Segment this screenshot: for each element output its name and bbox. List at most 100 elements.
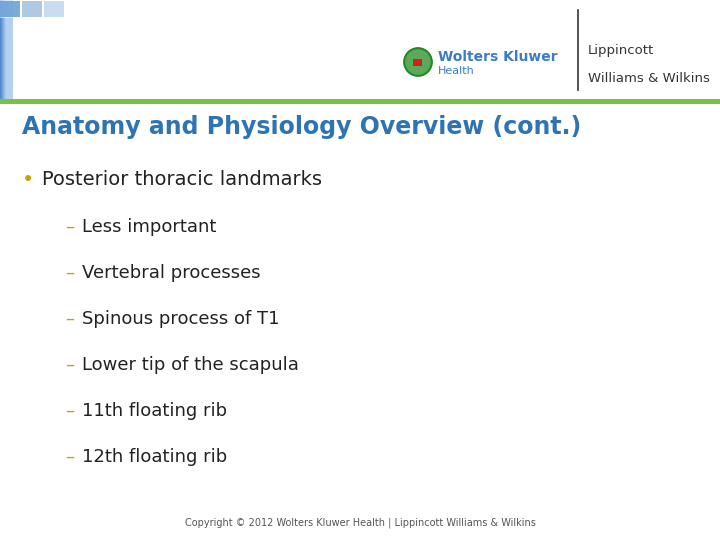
Bar — [4, 0, 11, 18]
Text: Spinous process of T1: Spinous process of T1 — [82, 310, 279, 328]
Bar — [2, 18, 9, 100]
Circle shape — [404, 48, 432, 76]
Bar — [0, 0, 7, 18]
Bar — [3, 0, 10, 18]
Bar — [4, 0, 12, 18]
Bar — [1, 18, 7, 100]
Bar — [5, 18, 12, 100]
Bar — [6, 18, 13, 100]
Bar — [3, 0, 10, 18]
Bar — [1, 18, 7, 100]
Text: Copyright © 2012 Wolters Kluwer Health | Lippincott Williams & Wilkins: Copyright © 2012 Wolters Kluwer Health |… — [184, 517, 536, 528]
Bar — [2, 18, 9, 100]
Bar — [3, 18, 10, 100]
Bar — [1, 0, 8, 18]
Bar — [0, 0, 7, 18]
Bar — [3, 18, 10, 100]
Bar — [6, 18, 12, 100]
Bar — [6, 18, 13, 100]
Bar — [0, 18, 7, 100]
Bar — [3, 18, 9, 100]
Bar — [4, 0, 12, 18]
Bar — [1, 18, 9, 100]
Bar — [0, 0, 7, 18]
Bar — [6, 0, 13, 18]
Bar — [0, 1, 20, 17]
Bar — [4, 18, 10, 100]
Bar — [2, 18, 9, 100]
Bar — [2, 0, 9, 18]
Bar — [2, 0, 9, 18]
Bar — [4, 0, 12, 18]
Bar — [3, 0, 10, 18]
Bar — [5, 18, 12, 100]
Bar — [5, 18, 12, 100]
Bar — [1, 0, 8, 18]
Bar — [2, 18, 9, 100]
Bar — [1, 18, 9, 100]
Bar — [1, 18, 8, 100]
Text: Lippincott: Lippincott — [588, 44, 654, 57]
Bar — [6, 18, 13, 100]
Bar — [2, 18, 9, 100]
Text: •: • — [22, 170, 34, 190]
Bar — [4, 0, 12, 18]
Bar — [5, 18, 12, 100]
Bar — [4, 18, 11, 100]
Bar — [1, 18, 9, 100]
Bar — [5, 0, 12, 18]
Bar — [3, 0, 9, 18]
Bar — [6, 0, 13, 18]
Bar — [2, 0, 9, 18]
Bar — [2, 0, 9, 18]
Bar — [0, 0, 7, 18]
Bar — [5, 18, 12, 100]
Bar — [4, 0, 11, 18]
Bar — [0, 18, 7, 100]
Bar — [5, 0, 12, 18]
Bar — [4, 0, 11, 18]
Bar — [4, 18, 11, 100]
Bar — [2, 0, 9, 18]
Bar — [4, 18, 12, 100]
Bar — [1, 18, 9, 100]
Bar — [2, 0, 9, 18]
Bar — [6, 18, 13, 100]
Bar — [2, 18, 9, 100]
Bar — [4, 18, 12, 100]
Text: –: – — [66, 402, 74, 420]
Bar — [6, 0, 12, 18]
Bar — [4, 18, 10, 100]
Bar — [1, 0, 8, 18]
Bar — [4, 0, 11, 18]
Bar — [5, 18, 12, 100]
Bar — [6, 18, 12, 100]
Bar — [1, 0, 9, 18]
Bar — [4, 0, 11, 18]
Bar — [4, 0, 11, 18]
Bar — [2, 0, 9, 18]
Bar — [3, 0, 10, 18]
Bar — [4, 0, 11, 18]
Bar — [1, 0, 9, 18]
Bar — [4, 0, 11, 18]
Bar — [1, 18, 8, 100]
Bar — [1, 18, 8, 100]
Bar — [4, 18, 11, 100]
Bar — [0, 99, 720, 104]
Bar — [1, 0, 7, 18]
Bar — [4, 0, 11, 18]
Bar — [6, 0, 13, 18]
Bar — [4, 18, 12, 100]
Text: 12th floating rib: 12th floating rib — [82, 448, 228, 466]
Bar — [1, 0, 8, 18]
Bar — [4, 0, 11, 18]
Bar — [4, 0, 10, 18]
Bar — [0, 18, 7, 100]
Bar — [1, 0, 8, 18]
Bar — [5, 0, 12, 18]
Bar — [4, 0, 12, 18]
Bar — [6, 0, 13, 18]
Bar — [4, 18, 12, 100]
Text: Less important: Less important — [82, 218, 217, 236]
